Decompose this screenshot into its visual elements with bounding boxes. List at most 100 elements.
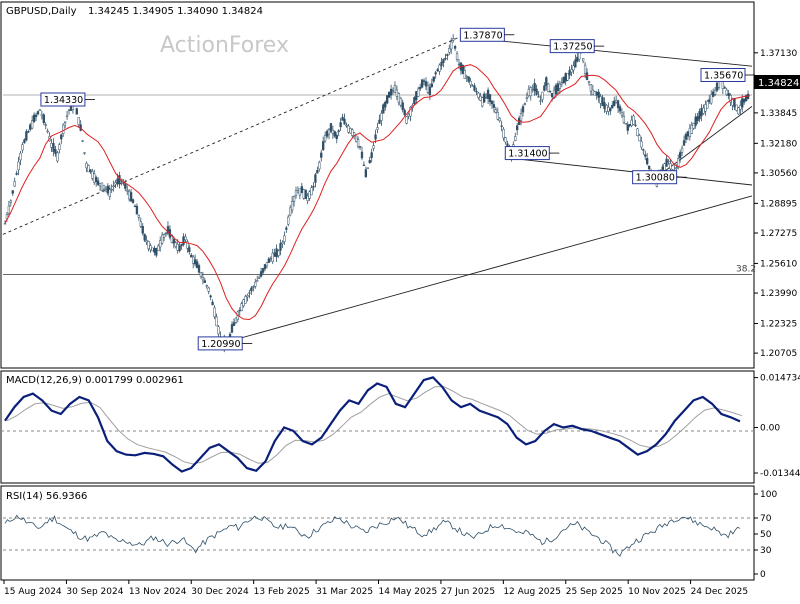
price-candle-body xyxy=(452,38,455,41)
price-candle-body xyxy=(523,103,527,105)
price-candle-body xyxy=(300,186,303,194)
price-candle-body xyxy=(521,106,525,113)
x-tick-label: 13 Feb 2025 xyxy=(254,587,310,597)
price-candle-body xyxy=(312,185,315,188)
price-candle-body xyxy=(283,235,286,242)
price-candle-body xyxy=(663,163,666,171)
price-candle-body xyxy=(277,250,280,256)
price-candle-body xyxy=(576,56,579,62)
price-candle-body xyxy=(19,153,22,161)
price-candle-body xyxy=(496,112,499,120)
price-candle-body xyxy=(180,244,183,247)
price-candle-body xyxy=(298,188,302,196)
price-candle-body xyxy=(506,143,509,147)
price-candle-body xyxy=(13,181,16,187)
price-candle-body xyxy=(98,183,102,187)
ohlc-text: 1.34245 1.34905 1.34090 1.34824 xyxy=(88,6,263,17)
price-candle-body xyxy=(75,108,78,115)
price-candle-body xyxy=(184,236,187,241)
price-candle-body xyxy=(256,280,259,282)
price-candle-body xyxy=(133,205,137,208)
price-candle-body xyxy=(320,152,323,158)
price-candle-body xyxy=(213,307,216,317)
price-candle-body xyxy=(389,88,393,96)
price-candle-body xyxy=(713,89,717,95)
rsi-tick-label: 70 xyxy=(760,514,772,524)
descending-resistance-line xyxy=(459,36,753,67)
price-candle-body xyxy=(646,157,649,165)
price-candle-body xyxy=(207,287,210,292)
price-candle-body xyxy=(339,122,342,128)
price-candle-body xyxy=(684,133,688,140)
x-tick-label: 14 May 2025 xyxy=(379,587,438,597)
price-candle-body xyxy=(323,135,327,142)
price-candle-body xyxy=(607,107,610,112)
price-candle-body xyxy=(739,105,742,110)
price-level-label: 1.31400 xyxy=(508,149,547,160)
price-candle-body xyxy=(192,256,195,264)
price-candle-body xyxy=(677,158,680,168)
price-candle-body xyxy=(727,93,730,96)
x-tick-label: 13 Nov 2024 xyxy=(129,587,187,597)
price-candle-body xyxy=(422,80,426,82)
price-candle-body xyxy=(494,109,497,113)
price-candle-body xyxy=(605,105,608,112)
price-candle-body xyxy=(27,131,30,133)
price-candle-body xyxy=(582,58,585,62)
price-candle-body xyxy=(135,205,139,215)
price-candle-body xyxy=(488,94,492,103)
watermark: ActionForex xyxy=(160,33,289,58)
price-candle-body xyxy=(558,83,562,89)
price-level-label: 1.20990 xyxy=(201,339,240,350)
price-candle-body xyxy=(519,113,523,121)
price-candle-body xyxy=(556,83,560,92)
price-candle-body xyxy=(211,301,214,306)
price-candle-body xyxy=(46,130,49,133)
macd-tick-label: -0.013442 xyxy=(760,469,800,479)
price-candle-body xyxy=(737,107,740,115)
price-candle-body xyxy=(7,205,11,214)
price-panel-frame xyxy=(0,1,755,369)
price-candle-body xyxy=(479,96,482,101)
price-candle-body xyxy=(131,199,135,203)
price-candle-body xyxy=(160,234,164,244)
price-candle-body xyxy=(554,85,558,94)
price-candle-body xyxy=(690,125,693,134)
price-candle-body xyxy=(723,87,726,89)
price-candle-body xyxy=(632,115,635,125)
price-candle-body xyxy=(195,261,199,269)
price-candle-body xyxy=(529,87,532,97)
x-tick-label: 30 Sep 2024 xyxy=(66,587,123,597)
price-candle-body xyxy=(595,91,598,96)
price-candle-body xyxy=(444,57,447,60)
price-candle-body xyxy=(333,131,336,137)
price-candle-body xyxy=(275,248,278,258)
price-candle-body xyxy=(289,207,292,216)
price-candle-body xyxy=(624,123,627,125)
price-candle-body xyxy=(527,89,530,96)
price-candle-body xyxy=(217,326,220,335)
price-candle-body xyxy=(539,100,542,102)
price-tick-label: 1.33845 xyxy=(760,109,797,119)
price-candle-body xyxy=(331,129,335,134)
price-candle-body xyxy=(60,134,63,140)
price-candle-body xyxy=(126,189,129,192)
price-candle-body xyxy=(686,131,690,137)
price-candle-body xyxy=(240,303,243,312)
price-candle-body xyxy=(83,152,86,154)
price-candle-body xyxy=(100,182,104,191)
price-candle-body xyxy=(209,295,212,298)
price-candle-body xyxy=(426,85,430,93)
price-candle-body xyxy=(259,271,263,277)
price-candle-body xyxy=(318,162,321,170)
price-candle-body xyxy=(129,192,133,202)
price-candle-body xyxy=(54,149,57,154)
price-candle-body xyxy=(436,69,439,72)
price-candle-body xyxy=(669,163,672,170)
price-candle-body xyxy=(246,295,249,298)
price-candle-body xyxy=(448,48,451,53)
price-candle-body xyxy=(254,281,257,287)
price-candle-body xyxy=(112,185,115,187)
long-term-support-line xyxy=(205,195,753,349)
macd-label: MACD(12,26,9) 0.001799 0.002961 xyxy=(6,375,184,386)
